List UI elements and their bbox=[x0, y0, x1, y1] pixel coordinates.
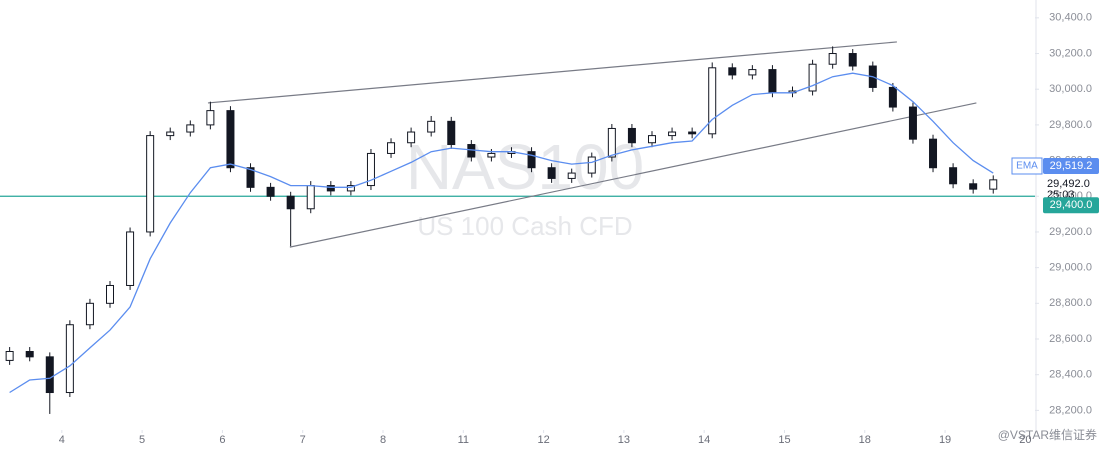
ema-name-box bbox=[1011, 157, 1043, 175]
x-tick-label: 11 bbox=[458, 434, 469, 446]
candle-body bbox=[306, 185, 315, 210]
candle-body bbox=[346, 185, 355, 192]
ema-price-box bbox=[1043, 157, 1099, 174]
candle-body bbox=[266, 186, 275, 197]
y-tick-label: 28,800.0 bbox=[1049, 297, 1092, 309]
candle-body bbox=[647, 135, 656, 144]
candle-body bbox=[326, 185, 335, 192]
x-tick-label: 20 bbox=[1019, 434, 1031, 446]
x-tick-label: 4 bbox=[59, 434, 65, 446]
x-tick-label: 14 bbox=[698, 434, 710, 446]
x-tick-label: 15 bbox=[778, 434, 790, 446]
ema-line bbox=[9, 72, 994, 394]
y-tick-label: 28,200.0 bbox=[1049, 404, 1092, 416]
candle-body bbox=[989, 179, 998, 190]
x-tick-label: 18 bbox=[859, 434, 871, 446]
x-tick-label: 13 bbox=[618, 434, 630, 446]
candle-body bbox=[768, 69, 777, 94]
description-watermark: US 100 Cash CFD bbox=[417, 211, 632, 241]
candle-body bbox=[487, 152, 496, 158]
y-tick-label: 29,200.0 bbox=[1049, 226, 1092, 238]
y-tick-label: 29,800.0 bbox=[1049, 119, 1092, 131]
y-tick-label: 30,200.0 bbox=[1049, 47, 1092, 59]
candle-body bbox=[246, 167, 255, 188]
candle-body bbox=[527, 151, 536, 169]
source-watermark: @VSTAR维信证券 bbox=[998, 427, 1097, 442]
candle-body bbox=[186, 124, 195, 133]
candle-body bbox=[808, 63, 817, 92]
candle-body bbox=[126, 231, 135, 286]
candle-body bbox=[206, 110, 215, 126]
y-tick-label: 28,600.0 bbox=[1049, 333, 1092, 345]
candle-body bbox=[688, 131, 697, 135]
candle-body bbox=[708, 67, 717, 135]
y-tick-label: 28,400.0 bbox=[1049, 369, 1092, 381]
candle-body bbox=[5, 350, 14, 361]
candle-body bbox=[447, 120, 456, 146]
candle-body bbox=[728, 67, 737, 76]
candle-body bbox=[45, 356, 54, 394]
y-tick-label: 29,000.0 bbox=[1049, 262, 1092, 274]
candle-body bbox=[969, 183, 978, 190]
candle-body bbox=[547, 167, 556, 179]
ema-name: EMA bbox=[1016, 161, 1038, 172]
x-tick-label: 7 bbox=[300, 434, 306, 446]
x-tick-label: 6 bbox=[219, 434, 225, 446]
candle-body bbox=[146, 135, 155, 233]
hline-price: 29,400.0 bbox=[1050, 199, 1093, 211]
candle-body bbox=[567, 172, 576, 179]
trendline bbox=[289, 102, 977, 248]
candle-body bbox=[929, 138, 938, 169]
x-tick-label: 5 bbox=[139, 434, 145, 446]
candle-body bbox=[748, 69, 757, 76]
ema-price: 29,519.2 bbox=[1050, 160, 1093, 172]
candle-body bbox=[587, 156, 596, 174]
candle-body bbox=[888, 86, 897, 108]
candle-body bbox=[25, 350, 34, 358]
candle-body bbox=[65, 324, 74, 394]
candle-body bbox=[668, 131, 677, 137]
y-tick-label: 30,000.0 bbox=[1049, 83, 1092, 95]
x-tick-label: 8 bbox=[380, 434, 386, 446]
candle-body bbox=[407, 131, 416, 144]
candle-body bbox=[949, 167, 958, 185]
candle-body bbox=[607, 127, 616, 158]
candle-body bbox=[286, 195, 295, 210]
candle-body bbox=[226, 110, 235, 169]
candle-body bbox=[387, 142, 396, 154]
candle-body bbox=[908, 106, 917, 140]
candle-body bbox=[106, 284, 115, 304]
candle-body bbox=[427, 120, 436, 133]
x-tick-label: 19 bbox=[939, 434, 951, 446]
candle-body bbox=[166, 131, 175, 137]
trendline bbox=[207, 41, 897, 104]
hline-price-box bbox=[1043, 197, 1099, 214]
y-tick-label: 30,400.0 bbox=[1049, 12, 1092, 24]
symbol-watermark: NAS100 bbox=[406, 131, 644, 203]
candle-body bbox=[627, 127, 636, 144]
candle-body bbox=[85, 302, 94, 326]
candle-body bbox=[366, 152, 375, 187]
x-tick-label: 12 bbox=[537, 434, 549, 446]
last-price: 29,492.0 bbox=[1047, 178, 1090, 190]
candle-body bbox=[828, 53, 837, 65]
candle-body bbox=[848, 53, 857, 67]
